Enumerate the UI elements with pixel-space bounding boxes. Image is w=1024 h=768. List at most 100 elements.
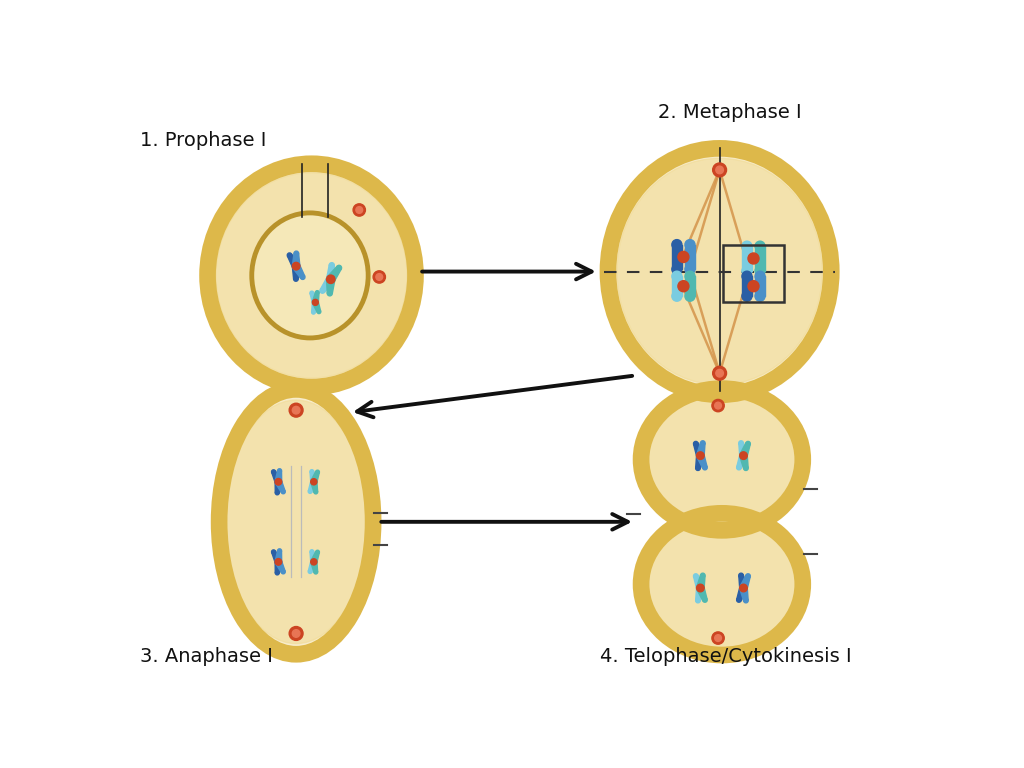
Circle shape: [271, 470, 275, 474]
Circle shape: [294, 276, 298, 281]
Circle shape: [672, 240, 682, 250]
Circle shape: [315, 290, 319, 294]
Ellipse shape: [225, 400, 367, 644]
Circle shape: [672, 264, 682, 274]
Bar: [724, 245, 783, 303]
Circle shape: [314, 490, 317, 494]
Circle shape: [275, 571, 280, 575]
Circle shape: [739, 584, 748, 592]
Circle shape: [685, 271, 695, 281]
Ellipse shape: [641, 513, 803, 655]
Polygon shape: [739, 588, 749, 601]
Polygon shape: [292, 266, 300, 279]
Polygon shape: [321, 276, 334, 292]
Polygon shape: [288, 254, 299, 268]
Ellipse shape: [616, 158, 822, 385]
Polygon shape: [275, 551, 282, 562]
Circle shape: [715, 402, 722, 409]
Polygon shape: [310, 561, 317, 572]
Polygon shape: [311, 472, 319, 483]
Polygon shape: [740, 443, 751, 457]
Circle shape: [314, 570, 317, 574]
Circle shape: [715, 634, 722, 641]
Polygon shape: [737, 454, 748, 468]
Polygon shape: [275, 480, 285, 492]
Polygon shape: [310, 293, 318, 303]
Circle shape: [308, 570, 312, 574]
Circle shape: [294, 251, 299, 256]
Polygon shape: [327, 265, 335, 280]
Circle shape: [693, 574, 698, 578]
Polygon shape: [275, 561, 285, 573]
Ellipse shape: [219, 389, 373, 654]
Circle shape: [702, 598, 708, 602]
Polygon shape: [308, 481, 316, 492]
Circle shape: [700, 441, 706, 445]
Polygon shape: [292, 253, 300, 266]
Polygon shape: [312, 301, 321, 313]
Circle shape: [713, 163, 727, 177]
Polygon shape: [755, 276, 765, 296]
Circle shape: [755, 241, 765, 251]
Circle shape: [330, 263, 334, 268]
Circle shape: [315, 470, 319, 474]
Circle shape: [739, 452, 748, 459]
Polygon shape: [742, 276, 752, 296]
Circle shape: [712, 632, 724, 644]
Circle shape: [271, 550, 275, 554]
Circle shape: [278, 468, 282, 473]
Circle shape: [328, 291, 332, 296]
Circle shape: [312, 300, 318, 306]
Polygon shape: [696, 587, 707, 601]
Circle shape: [356, 207, 362, 214]
Polygon shape: [275, 471, 282, 482]
Circle shape: [300, 275, 305, 280]
Circle shape: [743, 466, 749, 471]
Circle shape: [292, 630, 300, 637]
Circle shape: [373, 271, 385, 283]
Circle shape: [696, 584, 705, 592]
Text: 4. Telophase/Cytokinesis I: 4. Telophase/Cytokinesis I: [600, 647, 852, 666]
Circle shape: [310, 291, 313, 295]
Circle shape: [275, 491, 280, 495]
Circle shape: [288, 253, 292, 257]
Circle shape: [308, 490, 312, 493]
Circle shape: [748, 280, 759, 292]
Circle shape: [736, 465, 741, 470]
Circle shape: [745, 442, 751, 446]
Circle shape: [696, 452, 705, 459]
Polygon shape: [696, 454, 707, 468]
Circle shape: [693, 442, 698, 446]
Circle shape: [742, 271, 752, 281]
Polygon shape: [275, 482, 282, 493]
Polygon shape: [308, 561, 316, 572]
Circle shape: [748, 253, 759, 264]
Circle shape: [755, 271, 765, 281]
Polygon shape: [685, 245, 695, 270]
Circle shape: [292, 263, 300, 270]
Polygon shape: [672, 245, 682, 270]
Circle shape: [755, 266, 765, 276]
Ellipse shape: [208, 164, 416, 387]
Polygon shape: [693, 575, 703, 589]
Polygon shape: [310, 482, 317, 492]
Circle shape: [672, 271, 682, 281]
Circle shape: [702, 465, 708, 470]
Polygon shape: [737, 587, 748, 601]
Circle shape: [317, 310, 321, 313]
Polygon shape: [739, 455, 749, 468]
Circle shape: [289, 403, 303, 417]
Polygon shape: [327, 279, 335, 293]
Circle shape: [695, 598, 700, 603]
Polygon shape: [696, 442, 706, 456]
Polygon shape: [311, 551, 319, 563]
Circle shape: [310, 559, 316, 565]
Polygon shape: [293, 264, 304, 278]
Polygon shape: [271, 551, 282, 563]
Circle shape: [275, 558, 282, 565]
Polygon shape: [685, 276, 695, 296]
Circle shape: [310, 550, 313, 554]
Circle shape: [319, 288, 325, 293]
Circle shape: [315, 550, 319, 554]
Polygon shape: [310, 472, 316, 482]
